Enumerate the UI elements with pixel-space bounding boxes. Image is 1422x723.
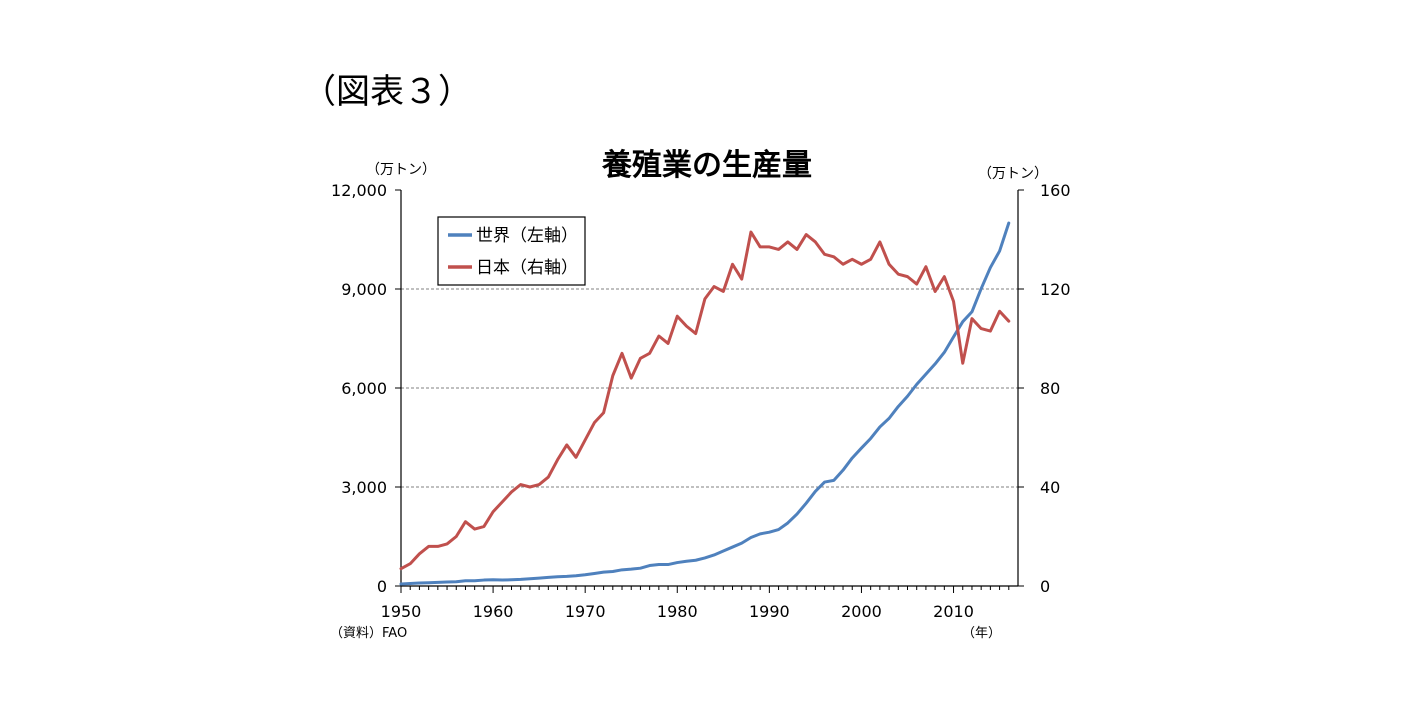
x-tick-label: 1990 — [749, 602, 790, 621]
legend-japan-label: 日本（右軸） — [476, 258, 578, 278]
y-right-tick-label: 120 — [1040, 280, 1071, 299]
source-note: （資料）FAO — [330, 626, 407, 641]
y-left-tick-label: 6,000 — [341, 379, 387, 398]
y-left-tick-label: 9,000 — [341, 280, 387, 299]
x-unit-label: （年） — [962, 626, 1001, 641]
y-right-ticks: 0 40 80 120 160 — [1018, 181, 1071, 596]
legend-world-label: 世界（左軸） — [476, 226, 578, 246]
series-world-line — [399, 221, 1011, 586]
y-right-tick-label: 80 — [1040, 379, 1060, 398]
x-ticks: 1950 1960 1970 1980 1990 2000 2010 — [381, 586, 1010, 621]
y-left-tick-label: 3,000 — [341, 478, 387, 497]
y-right-unit-label: （万トン） — [978, 166, 1048, 182]
y-left-tick-label: 0 — [377, 577, 387, 596]
y-right-tick-label: 160 — [1040, 181, 1071, 200]
y-left-unit-label: （万トン） — [366, 162, 436, 178]
y-left-ticks: 0 3,000 6,000 9,000 12,000 — [331, 181, 401, 596]
series-japan-line — [399, 230, 1011, 571]
y-right-tick-label: 40 — [1040, 478, 1060, 497]
chart-title: 養殖業の生産量 — [601, 148, 812, 183]
x-tick-label: 1970 — [565, 602, 606, 621]
x-tick-label: 1950 — [381, 602, 422, 621]
gridlines — [401, 288, 1018, 488]
x-tick-label: 1960 — [473, 602, 514, 621]
series-lines — [399, 221, 1011, 586]
x-tick-label: 2010 — [933, 602, 974, 621]
y-left-tick-label: 12,000 — [331, 181, 387, 200]
figure-label: （図表３） — [302, 72, 472, 112]
x-tick-label: 2000 — [841, 602, 882, 621]
legend: 世界（左軸） 日本（右軸） — [437, 216, 586, 286]
y-right-tick-label: 0 — [1040, 577, 1050, 596]
legend-box — [437, 216, 586, 286]
x-tick-label: 1980 — [657, 602, 698, 621]
